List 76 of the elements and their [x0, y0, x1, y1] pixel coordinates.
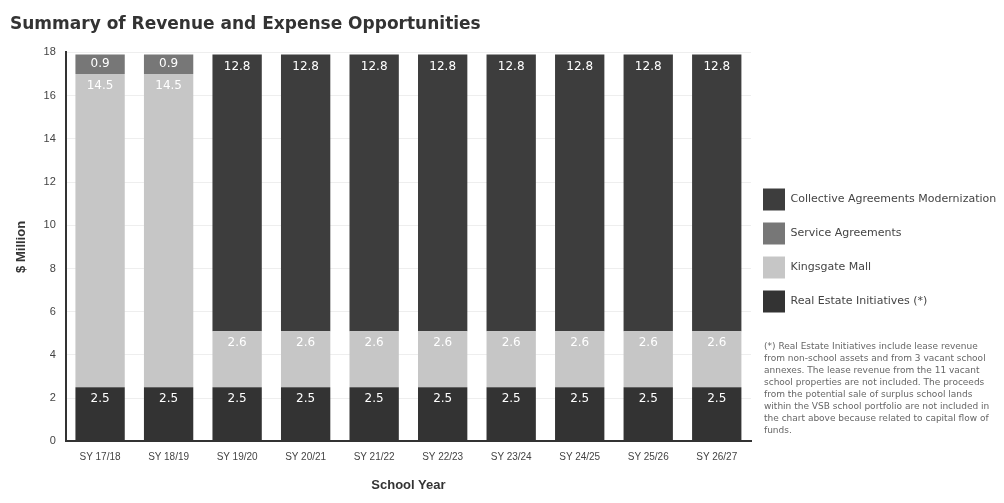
- y-tick-label: 18: [43, 45, 56, 58]
- bar: [623, 331, 673, 388]
- bar: [692, 331, 742, 388]
- bar: [143, 74, 194, 388]
- bar: [418, 54, 468, 332]
- x-tick-label: SY 21/22: [353, 451, 396, 463]
- x-tick-label: SY 22/23: [422, 451, 464, 463]
- y-tick-label: 2: [49, 391, 56, 404]
- data-label: 14.5: [155, 78, 182, 93]
- legend-label: Kingsgate Mall: [790, 260, 872, 274]
- y-tick-label: 12: [43, 175, 56, 188]
- x-tick-label: SY 25/26: [627, 451, 670, 463]
- y-tick-label: 16: [43, 88, 56, 101]
- bar: [418, 331, 468, 388]
- legend-label: Collective Agreements Modernization: [790, 192, 997, 206]
- data-label: 12.8: [429, 58, 457, 73]
- data-label: 2.6: [227, 335, 247, 350]
- bar: [486, 54, 536, 332]
- data-label: 2.5: [364, 391, 384, 406]
- legend-label: Service Agreements: [790, 226, 902, 240]
- x-tick-label: SY 19/20: [216, 451, 259, 463]
- y-axis-title: $ Million: [13, 220, 29, 273]
- x-tick-label: SY 18/19: [148, 451, 190, 463]
- data-label: 2.5: [227, 391, 247, 406]
- data-label: 12.8: [292, 58, 319, 73]
- data-label: 0.9: [90, 56, 110, 71]
- data-label: 0.9: [159, 56, 179, 71]
- data-label: 12.8: [360, 58, 388, 73]
- data-label: 2.6: [296, 335, 316, 350]
- data-label: 12.8: [223, 58, 251, 73]
- x-axis-title: School Year: [371, 476, 446, 492]
- data-label: 12.8: [497, 58, 525, 73]
- data-label: 12.8: [566, 58, 594, 73]
- bar: [75, 74, 125, 388]
- data-label: 2.6: [570, 335, 590, 350]
- y-tick-label: 10: [43, 218, 56, 231]
- y-tick-label: 4: [49, 347, 56, 360]
- data-label: 2.5: [90, 391, 110, 406]
- bar: [555, 54, 605, 332]
- bar: [349, 54, 399, 332]
- x-tick-label: SY 26/27: [696, 451, 738, 463]
- bar: [555, 331, 605, 388]
- x-tick-label: SY 23/24: [490, 451, 533, 463]
- chart-title: Summary of Revenue and Expense Opportunities: [10, 12, 481, 33]
- data-label: 12.8: [634, 58, 662, 73]
- y-tick-label: 6: [49, 304, 56, 317]
- bar: [280, 54, 331, 332]
- bar: [692, 54, 742, 332]
- data-label: 2.5: [501, 391, 521, 406]
- data-label: 2.5: [570, 391, 590, 406]
- data-label: 2.6: [638, 335, 658, 350]
- bar: [212, 331, 262, 388]
- data-label: 2.5: [638, 391, 658, 406]
- text: (*) Real Estate Initiatives include lease revenue from non-school assets and from 3 vacant school annexes. The lease revenue from the 11 vacant school properties are not included. The proceeds from the potential sale of surplus school lands within the VSB school portfolio are not included in the chart above because related to capital flow of funds.: [764, 340, 991, 436]
- y-tick-label: 0: [49, 434, 56, 447]
- data-label: 2.5: [433, 391, 453, 406]
- data-label: 2.6: [364, 335, 384, 350]
- data-label: 14.5: [86, 78, 114, 93]
- data-label: 2.5: [707, 391, 727, 406]
- data-label: 2.6: [707, 335, 727, 350]
- y-tick-label: 14: [43, 131, 56, 144]
- data-label: 2.6: [501, 335, 521, 350]
- x-tick-label: SY 24/25: [559, 451, 601, 463]
- bar: [280, 331, 331, 388]
- data-label: 2.6: [433, 335, 453, 350]
- data-label: 2.5: [296, 391, 316, 406]
- data-label: 12.8: [703, 58, 731, 73]
- bar: [623, 54, 673, 332]
- x-tick-label: SY 17/18: [79, 451, 122, 463]
- bar: [212, 54, 262, 332]
- y-tick-label: 8: [49, 261, 56, 274]
- x-tick-label: SY 20/21: [285, 451, 327, 463]
- bar: [486, 331, 536, 388]
- data-label: 2.5: [159, 391, 179, 406]
- bar: [349, 331, 399, 388]
- legend-label: Real Estate Initiatives (*): [790, 294, 928, 308]
